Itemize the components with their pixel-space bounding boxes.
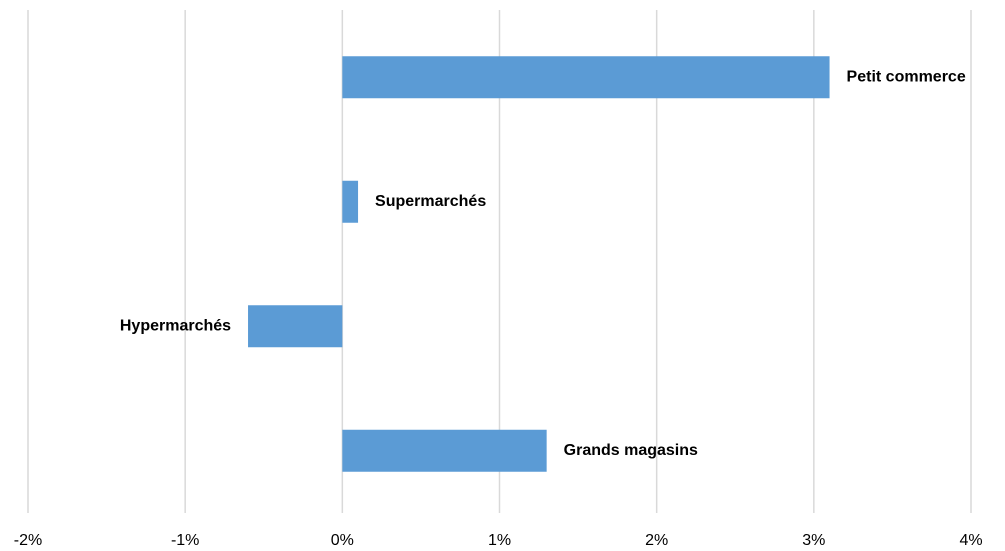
category-label: Petit commerce: [847, 68, 966, 85]
x-tick-label: 1%: [488, 532, 511, 549]
category-label: Hypermarchés: [120, 317, 231, 334]
bar: [342, 429, 547, 472]
x-tick-label: 2%: [645, 532, 668, 549]
bar: [248, 305, 343, 348]
x-tick-label: -2%: [14, 532, 42, 549]
x-tick-label: -1%: [171, 532, 199, 549]
x-tick-label: 3%: [802, 532, 825, 549]
category-label: Grands magasins: [564, 442, 698, 459]
category-label: Supermarchés: [375, 193, 486, 210]
bar: [342, 56, 830, 99]
bar: [342, 180, 359, 223]
x-tick-label: 4%: [959, 532, 982, 549]
x-tick-label: 0%: [331, 532, 354, 549]
